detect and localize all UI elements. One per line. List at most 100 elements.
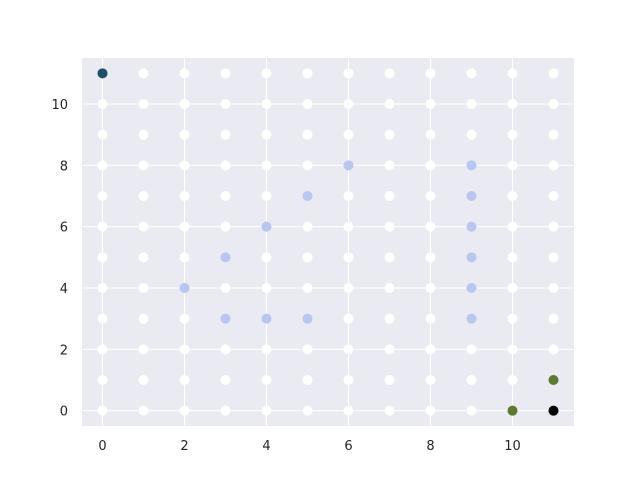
grid-point [343, 405, 354, 416]
grid-point [138, 344, 149, 355]
grid-point [220, 375, 231, 385]
grid-point [261, 344, 272, 355]
grid-point [97, 375, 108, 385]
grid-point [548, 160, 559, 171]
grid-point [138, 129, 149, 140]
grid-point [302, 375, 313, 385]
grid-point [97, 283, 108, 293]
grid-point [384, 160, 395, 171]
grid-point [97, 191, 108, 201]
highlighted-point [466, 221, 477, 232]
grid-point [97, 252, 108, 263]
highlighted-point [343, 160, 354, 171]
grid-point [425, 191, 436, 201]
grid-point [343, 313, 354, 324]
grid-point [343, 252, 354, 263]
grid-point [138, 191, 149, 201]
grid-point [179, 221, 190, 232]
grid-point [261, 405, 272, 416]
grid-point [507, 283, 518, 293]
grid-point [425, 313, 436, 324]
grid-point [220, 99, 231, 109]
grid-point [466, 99, 477, 109]
grid-point [220, 68, 231, 79]
grid-point [384, 313, 395, 324]
grid-point [179, 252, 190, 263]
grid-point [466, 405, 477, 416]
x-tick-label: 4 [262, 439, 270, 454]
grid-point [343, 129, 354, 140]
grid-point [261, 283, 272, 293]
grid-point [548, 344, 559, 355]
grid-point [138, 252, 149, 263]
grid-point [507, 313, 518, 324]
grid-point [548, 129, 559, 140]
grid-point [179, 405, 190, 416]
grid-point [220, 160, 231, 171]
grid-point [138, 221, 149, 232]
grid-point [343, 221, 354, 232]
x-tick-label: 0 [98, 439, 106, 454]
highlighted-point [261, 221, 272, 232]
grid-point [220, 344, 231, 355]
y-tick-label: 4 [60, 282, 68, 297]
y-tick-label: 0 [60, 405, 68, 420]
grid-point [425, 375, 436, 385]
grid-point [507, 99, 518, 109]
grid-point [548, 221, 559, 232]
grid-point [466, 375, 477, 385]
grid-point [138, 405, 149, 416]
grid-point [507, 160, 518, 171]
grid-point [179, 191, 190, 201]
grid-point [179, 129, 190, 140]
y-tick-label: 10 [51, 98, 68, 113]
grid-point [138, 375, 149, 385]
y-tick-label: 2 [60, 343, 68, 358]
grid-point [343, 283, 354, 293]
highlighted-point [179, 283, 190, 293]
grid-point [97, 221, 108, 232]
grid-point [343, 344, 354, 355]
grid-point [466, 129, 477, 140]
x-tick-label: 8 [426, 439, 434, 454]
grid-point [302, 68, 313, 79]
grid-point [179, 99, 190, 109]
grid-point [261, 160, 272, 171]
grid-lines [82, 58, 574, 426]
grid-point [261, 68, 272, 79]
grid-point [466, 344, 477, 355]
grid-point [343, 375, 354, 385]
grid-point [507, 344, 518, 355]
grid-point [302, 344, 313, 355]
grid-point [384, 129, 395, 140]
grid-point [548, 99, 559, 109]
x-axis-ticks: 0 2 4 6 8 10 [98, 439, 520, 454]
grid-point [507, 68, 518, 79]
grid-point [548, 252, 559, 263]
grid-point [179, 160, 190, 171]
grid-point [425, 221, 436, 232]
grid-point [220, 221, 231, 232]
highlighted-point [466, 252, 477, 263]
grid-point [425, 160, 436, 171]
grid-point [425, 344, 436, 355]
plot-area [82, 58, 574, 426]
highlighted-point [261, 313, 272, 324]
grid-point [138, 99, 149, 109]
grid-point [425, 129, 436, 140]
grid-point [220, 191, 231, 201]
grid-point [384, 99, 395, 109]
grid-point [384, 375, 395, 385]
highlighted-point [302, 313, 313, 324]
grid-point [138, 160, 149, 171]
grid-point [425, 99, 436, 109]
grid-point [138, 313, 149, 324]
highlighted-point [466, 313, 477, 324]
grid-point [507, 252, 518, 263]
x-tick-label: 10 [504, 439, 521, 454]
highlighted-point [466, 283, 477, 293]
y-axis-ticks: 0 2 4 6 8 10 [51, 98, 68, 420]
grid-point [425, 283, 436, 293]
grid-point [220, 283, 231, 293]
